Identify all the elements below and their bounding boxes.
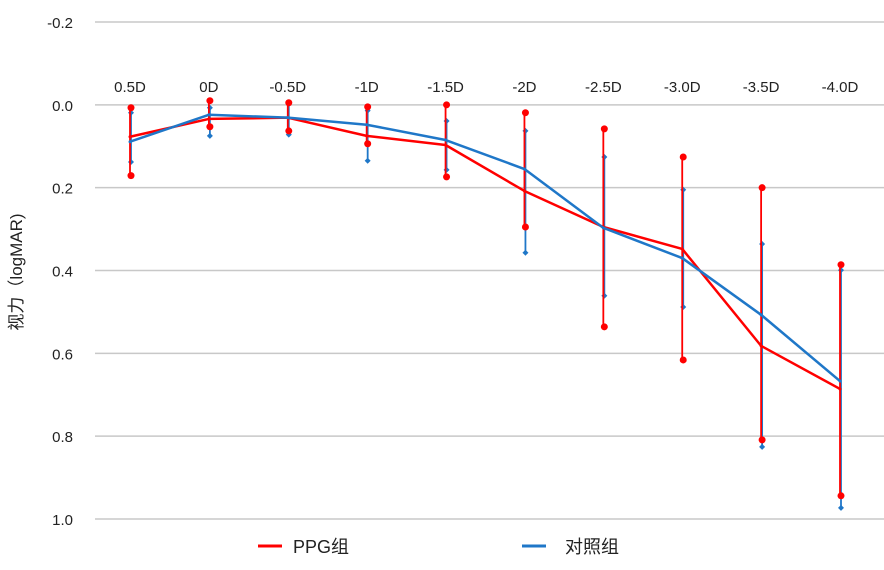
data-point <box>680 256 684 260</box>
error-cap-marker <box>838 504 844 511</box>
error-cap-marker <box>758 436 766 444</box>
legend-label-control: 对照组 <box>565 537 619 557</box>
data-point <box>522 167 526 171</box>
data-point <box>601 226 605 230</box>
error-cap-marker <box>206 132 213 139</box>
error-cap-marker <box>364 140 372 148</box>
y-tick-label: 1.0 <box>52 512 73 529</box>
y-tick-label: 0.2 <box>52 181 73 198</box>
legend: PPG组 对照组 <box>258 537 619 557</box>
error-cap-marker <box>364 103 372 111</box>
data-point <box>838 387 842 391</box>
error-cap-marker <box>285 127 293 135</box>
data-point <box>207 113 211 117</box>
data-point <box>286 116 290 120</box>
data-point <box>365 123 369 127</box>
series-line-ppg <box>129 116 841 391</box>
error-cap-marker <box>601 154 608 161</box>
error-cap-marker <box>285 99 293 107</box>
series-group <box>127 97 845 511</box>
data-point <box>522 189 526 193</box>
error-cap-marker <box>679 153 687 161</box>
y-tick-label: 0.4 <box>52 264 73 281</box>
error-cap-marker <box>206 97 214 105</box>
x-tick-label: 0.5D <box>114 79 146 96</box>
error-bars-control <box>128 101 844 511</box>
gridlines <box>95 21 884 520</box>
error-cap-marker <box>600 323 608 331</box>
data-point <box>759 313 763 317</box>
data-point <box>838 379 842 383</box>
error-cap-marker <box>679 356 687 364</box>
x-tick-label: -4.0D <box>822 79 859 96</box>
x-tick-label: -2D <box>512 79 536 96</box>
x-tick-label: -3.0D <box>664 79 701 96</box>
error-cap-marker <box>600 125 608 133</box>
error-cap-marker <box>364 157 371 164</box>
data-point <box>128 135 132 139</box>
error-cap-marker <box>128 158 134 165</box>
error-cap-marker <box>127 104 135 112</box>
y-axis-label: 视力（logMAR) <box>7 213 26 330</box>
error-cap-marker <box>521 223 529 231</box>
series-line-control <box>129 113 841 383</box>
error-cap-marker <box>837 261 845 269</box>
x-tick-label: -1.5D <box>427 79 464 96</box>
error-cap-marker <box>601 292 608 299</box>
data-point <box>444 138 448 142</box>
data-point <box>759 344 763 348</box>
data-point <box>680 247 684 251</box>
error-cap-marker <box>837 492 845 500</box>
error-cap-marker <box>443 173 451 181</box>
error-cap-marker <box>206 123 214 131</box>
data-point <box>365 134 369 138</box>
y-tick-labels: -0.2 0.0 0.2 0.4 0.6 0.8 1.0 <box>47 15 73 529</box>
error-cap-marker <box>443 117 450 124</box>
y-tick-label: 0.6 <box>52 346 73 363</box>
y-tick-label: -0.2 <box>47 15 73 32</box>
error-cap-marker <box>206 104 213 111</box>
x-tick-label: -2.5D <box>585 79 622 96</box>
y-tick-label: 0.0 <box>52 98 73 115</box>
x-tick-label: -0.5D <box>269 79 306 96</box>
error-cap-marker <box>443 101 451 109</box>
error-cap-marker <box>759 240 766 247</box>
error-cap-marker <box>522 249 529 256</box>
legend-label-ppg: PPG组 <box>293 537 349 557</box>
error-cap-marker <box>522 127 529 134</box>
error-cap-marker <box>521 109 529 117</box>
error-cap-marker <box>443 166 450 173</box>
data-point <box>128 140 132 144</box>
x-tick-labels: 0.5D 0D -0.5D -1D -1.5D -2D -2.5D -3.0D -3.5D -4.… <box>114 79 858 96</box>
x-tick-label: -1D <box>355 79 379 96</box>
y-tick-label: 0.8 <box>52 429 73 446</box>
error-cap-marker <box>759 443 766 450</box>
x-tick-label: 0D <box>199 79 218 96</box>
error-cap-marker <box>127 172 135 180</box>
error-cap-marker <box>758 184 766 192</box>
error-cap-marker <box>680 303 687 310</box>
x-tick-label: -3.5D <box>743 79 780 96</box>
data-point <box>444 143 448 147</box>
data-point <box>207 117 211 121</box>
